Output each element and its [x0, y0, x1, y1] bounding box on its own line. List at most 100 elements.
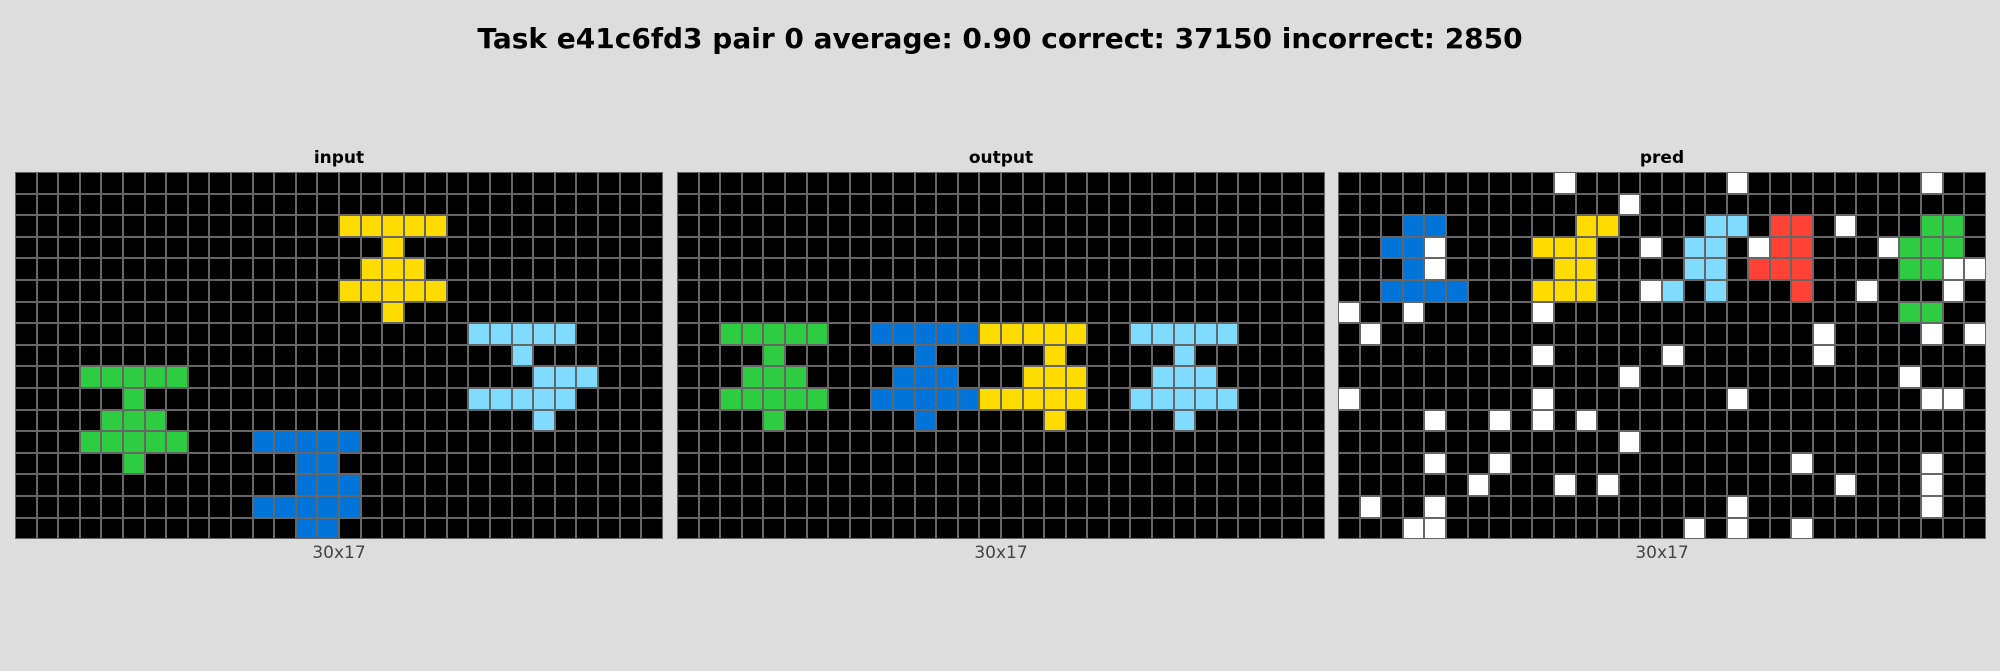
grid-cell	[36, 236, 59, 259]
grid-cell	[1640, 215, 1662, 237]
grid-cell	[1489, 366, 1511, 388]
grid-cell	[1683, 474, 1706, 496]
grid-cell	[1238, 236, 1261, 259]
grid-cell	[698, 431, 721, 453]
grid-cell	[741, 258, 764, 280]
grid-cell	[698, 215, 721, 237]
grid-cell	[511, 323, 534, 345]
grid-cell	[849, 301, 872, 324]
grid-cell	[1597, 452, 1619, 475]
grid-cell	[849, 344, 872, 367]
grid-cell	[468, 215, 491, 237]
grid-cell	[403, 366, 426, 388]
grid-cell	[187, 301, 210, 324]
grid-cell	[144, 409, 167, 432]
grid-cell	[1532, 474, 1554, 496]
grid-cell	[468, 474, 491, 496]
grid-cell	[1769, 517, 1792, 540]
grid-cell	[1173, 517, 1196, 540]
grid-cell	[1467, 517, 1490, 540]
grid-cell	[763, 366, 785, 388]
grid-cell	[1489, 215, 1511, 237]
grid-cell	[1152, 366, 1174, 388]
grid-cell	[122, 236, 145, 259]
grid-cell	[914, 409, 937, 432]
grid-cell	[79, 258, 102, 280]
grid-cell	[849, 495, 872, 518]
grid-cell	[1813, 452, 1835, 475]
grid-cell	[144, 344, 167, 367]
grid-cell	[1424, 236, 1446, 259]
grid-cell	[871, 495, 893, 518]
grid-cell	[1216, 409, 1239, 432]
grid-cell	[1661, 323, 1684, 345]
grid-cell	[1726, 215, 1749, 237]
grid-cell	[936, 258, 958, 280]
grid-cell	[317, 279, 339, 302]
grid-cell	[1238, 495, 1261, 518]
grid-cell	[274, 236, 296, 259]
grid-cell	[1640, 279, 1662, 302]
grid-cell	[1044, 409, 1066, 432]
grid-cell	[936, 193, 958, 216]
grid-cell	[1381, 279, 1403, 302]
grid-cell	[741, 452, 764, 475]
grid-cell	[892, 236, 915, 259]
grid-cell	[230, 495, 253, 518]
grid-cell	[1445, 517, 1468, 540]
grid-cell	[598, 366, 620, 388]
grid-cell	[403, 409, 426, 432]
grid-cell	[1173, 366, 1196, 388]
grid-cell	[1195, 431, 1217, 453]
grid-cell	[1748, 172, 1770, 194]
grid-cell	[576, 236, 599, 259]
grid-cell	[1877, 323, 1900, 345]
grid-cell	[1791, 409, 1814, 432]
grid-cell	[1000, 279, 1023, 302]
grid-cell	[1683, 279, 1706, 302]
grid-cell	[1791, 474, 1814, 496]
grid-cell	[144, 215, 167, 237]
grid-cell	[1618, 495, 1641, 518]
grid-cell	[1726, 431, 1749, 453]
grid-cell	[15, 279, 37, 302]
input-grid-size: 30x17	[312, 543, 366, 564]
grid-cell	[806, 495, 829, 518]
grid-cell	[1834, 258, 1857, 280]
grid-cell	[15, 409, 37, 432]
grid-cell	[1359, 323, 1382, 345]
grid-cell	[36, 301, 59, 324]
grid-cell	[871, 517, 893, 540]
grid-cell	[1359, 409, 1382, 432]
grid-cell	[274, 301, 296, 324]
grid-cell	[698, 409, 721, 432]
grid-cell	[1281, 517, 1304, 540]
grid-cell	[338, 431, 361, 453]
grid-cell	[1338, 452, 1360, 475]
grid-cell	[187, 344, 210, 367]
grid-cell	[1381, 495, 1403, 518]
grid-cell	[1260, 366, 1282, 388]
grid-cell	[1260, 215, 1282, 237]
grid-cell	[1424, 431, 1446, 453]
output-panel: output 30x17	[677, 148, 1325, 563]
grid-cell	[1152, 323, 1174, 345]
grid-cell	[15, 495, 37, 518]
grid-cell	[1899, 279, 1922, 302]
grid-cell	[1813, 172, 1835, 194]
grid-cell	[425, 452, 447, 475]
grid-cell	[230, 452, 253, 475]
grid-cell	[274, 215, 296, 237]
grid-cell	[295, 236, 318, 259]
grid-cell	[1216, 495, 1239, 518]
grid-cell	[1281, 387, 1304, 410]
grid-cell	[1022, 452, 1045, 475]
grid-cell	[1769, 258, 1792, 280]
grid-cell	[1108, 323, 1131, 345]
grid-cell	[468, 258, 491, 280]
grid-cell	[295, 279, 318, 302]
grid-cell	[1575, 279, 1598, 302]
grid-cell	[892, 452, 915, 475]
grid-cell	[511, 474, 534, 496]
grid-cell	[1044, 366, 1066, 388]
